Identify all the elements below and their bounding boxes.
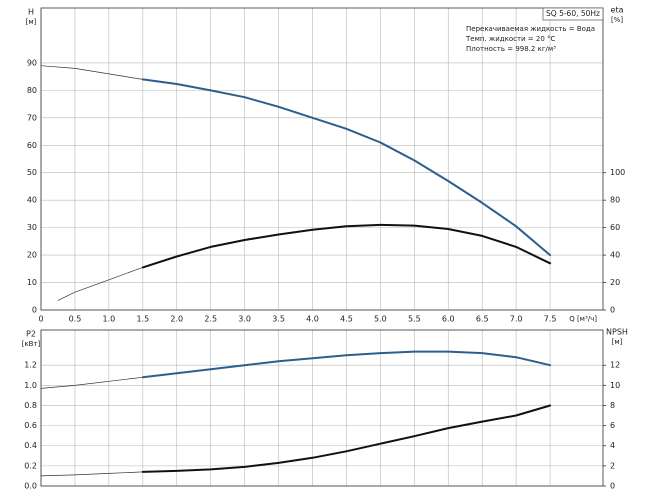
curve: [57, 267, 144, 301]
y-axis-label: P2: [26, 330, 36, 339]
curve: [141, 223, 552, 269]
y2-tick-label: 40: [610, 251, 620, 260]
y2-axis-unit: [%]: [611, 16, 623, 24]
y2-axis-label: NPSH: [606, 328, 628, 337]
chart-title: SQ 5-60, 50Hz: [546, 9, 600, 18]
x-tick-label: 1.5: [136, 315, 149, 324]
x-tick-label: 5.5: [408, 315, 421, 324]
y-tick-label: 20: [27, 251, 37, 260]
annotation: Перекачиваемая жидкость = Вода: [466, 25, 595, 33]
y-tick-label: 1.0: [24, 381, 37, 390]
x-tick-label: 0: [38, 315, 43, 324]
y-tick-label: 0: [32, 306, 37, 315]
x-tick-label: 7.5: [544, 315, 557, 324]
y-tick-label: 70: [27, 113, 37, 122]
x-tick-label: 2.0: [170, 315, 183, 324]
y-axis-unit: [м]: [26, 18, 37, 26]
y2-tick-label: 0: [610, 306, 615, 315]
x-tick-label: 1.0: [103, 315, 116, 324]
annotation: Темп. жидкости = 20 °C: [465, 35, 556, 43]
x-tick-label: 3.5: [272, 315, 285, 324]
y2-tick-label: 80: [610, 196, 620, 205]
y-axis-unit: [кВт]: [22, 340, 41, 348]
y-tick-label: 0.2: [24, 461, 37, 470]
curve: [40, 65, 144, 80]
y-tick-label: 0.0: [24, 482, 37, 491]
curve: [40, 376, 144, 389]
curve: [40, 471, 144, 477]
title-box: [542, 7, 604, 21]
y2-tick-label: 10: [610, 381, 620, 390]
curve: [141, 78, 552, 257]
y-tick-label: 80: [27, 86, 37, 95]
y-tick-label: 30: [27, 223, 37, 232]
plot-frame: [40, 329, 604, 487]
y2-tick-label: 20: [610, 278, 620, 287]
y-tick-label: 60: [27, 141, 37, 150]
x-tick-label: 4.5: [340, 315, 353, 324]
y-tick-label: 50: [27, 168, 37, 177]
y2-axis-label: eta: [611, 6, 624, 15]
y2-tick-label: 4: [610, 441, 615, 450]
y-tick-label: 10: [27, 278, 37, 287]
x-tick-label: 4.0: [306, 315, 319, 324]
x-axis-label: Q [м³/ч]: [569, 315, 597, 323]
x-tick-label: 5.0: [374, 315, 387, 324]
y2-tick-label: 60: [610, 223, 620, 232]
y2-tick-label: 2: [610, 461, 615, 470]
y-tick-label: 90: [27, 58, 37, 67]
curve: [141, 350, 552, 379]
y2-axis-unit: [м]: [612, 338, 623, 346]
x-tick-label: 7.0: [510, 315, 523, 324]
x-tick-label: 6.0: [442, 315, 455, 324]
x-tick-label: 2.5: [204, 315, 217, 324]
x-tick-label: 0.5: [69, 315, 82, 324]
y2-tick-label: 100: [610, 168, 625, 177]
curve: [141, 404, 552, 473]
y-tick-label: 40: [27, 196, 37, 205]
x-tick-label: 3.0: [238, 315, 251, 324]
plot-frame: [40, 7, 604, 311]
annotation: Плотность = 998.2 кг/м³: [466, 45, 556, 53]
y-tick-label: 1.2: [24, 361, 37, 370]
y2-tick-label: 12: [610, 361, 620, 370]
y-tick-label: 0.4: [24, 441, 37, 450]
x-tick-label: 6.5: [476, 315, 489, 324]
y2-tick-label: 0: [610, 482, 615, 491]
y-axis-label: H: [28, 8, 34, 17]
y2-tick-label: 6: [610, 421, 615, 430]
y-tick-label: 0.8: [24, 401, 37, 410]
y-tick-label: 0.6: [24, 421, 37, 430]
y2-tick-label: 8: [610, 401, 615, 410]
